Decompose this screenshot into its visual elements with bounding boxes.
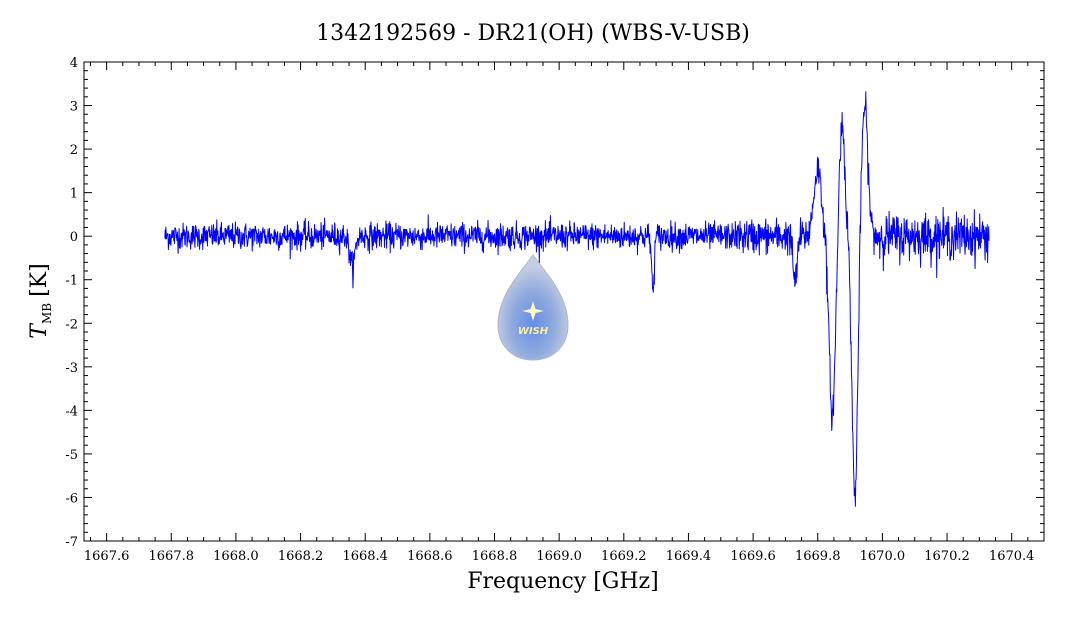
svg-text:TMB[K]: TMB [K] <box>27 263 54 338</box>
wish-logo-text: WISH <box>518 326 549 337</box>
x-tick-label: 1668.2 <box>278 549 324 564</box>
x-tick-label: 1669.6 <box>730 549 776 564</box>
y-tick-label: 0 <box>70 230 78 245</box>
y-tick-label: -5 <box>65 448 78 463</box>
x-tick-label: 1668.0 <box>213 549 259 564</box>
y-tick-label: -3 <box>65 361 78 376</box>
plot-frame <box>83 61 1045 542</box>
y-tick-label: 1 <box>70 187 78 202</box>
chart-title: 1342192569 - DR21(OH) (WBS-V-USB) <box>316 21 750 46</box>
x-tick-label: 1669.2 <box>601 549 647 564</box>
x-tick-label: 1667.6 <box>84 549 130 564</box>
wish-logo: WISH <box>497 254 569 361</box>
y-tick-label: -4 <box>65 404 78 419</box>
x-tick-label: 1667.8 <box>149 549 195 564</box>
x-tick-label: 1668.4 <box>342 549 388 564</box>
y-axis-ticks: -7 -6 -5 -4 -3 -2 -1 0 1 2 3 4 <box>65 56 1044 550</box>
y-tick-label: 4 <box>70 56 78 71</box>
y-axis-label-main: T <box>27 322 52 339</box>
x-tick-label: 1669.4 <box>666 549 712 564</box>
y-tick-label: 3 <box>70 100 78 115</box>
y-tick-label: -1 <box>65 274 78 289</box>
x-axis-label: Frequency [GHz] <box>467 569 659 594</box>
x-tick-label: 1670.4 <box>989 549 1035 564</box>
x-axis-ticks: 1667.6 1667.8 1668.0 1668.2 1668.4 1668.6 1668… <box>84 62 1045 564</box>
wish-star-icon <box>522 301 544 321</box>
x-tick-label: 1670.0 <box>860 549 906 564</box>
x-tick-label: 1668.8 <box>472 549 518 564</box>
spectrum-line <box>164 91 990 507</box>
y-tick-label: 2 <box>70 143 78 158</box>
y-axis-label: TMB [K] <box>27 263 54 338</box>
x-tick-label: 1668.6 <box>407 549 453 564</box>
x-tick-label: 1669.8 <box>795 549 841 564</box>
y-tick-label: -2 <box>65 317 78 332</box>
y-tick-label: -7 <box>65 535 78 550</box>
y-axis-label-sub: MB <box>40 303 54 324</box>
y-axis-label-unit: [K] <box>27 263 52 297</box>
x-tick-label: 1670.2 <box>924 549 970 564</box>
y-tick-label: -6 <box>65 491 78 506</box>
x-tick-label: 1669.0 <box>536 549 582 564</box>
